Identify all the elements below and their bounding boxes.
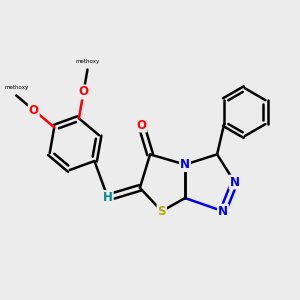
Text: H: H	[103, 191, 113, 204]
Text: N: N	[230, 176, 240, 188]
Text: N: N	[218, 205, 228, 218]
Text: O: O	[29, 103, 39, 117]
Text: O: O	[79, 85, 88, 98]
Text: N: N	[180, 158, 190, 171]
Text: O: O	[136, 118, 146, 132]
Text: methoxy: methoxy	[4, 85, 28, 90]
Text: S: S	[158, 205, 166, 218]
Text: methoxy: methoxy	[75, 59, 100, 64]
